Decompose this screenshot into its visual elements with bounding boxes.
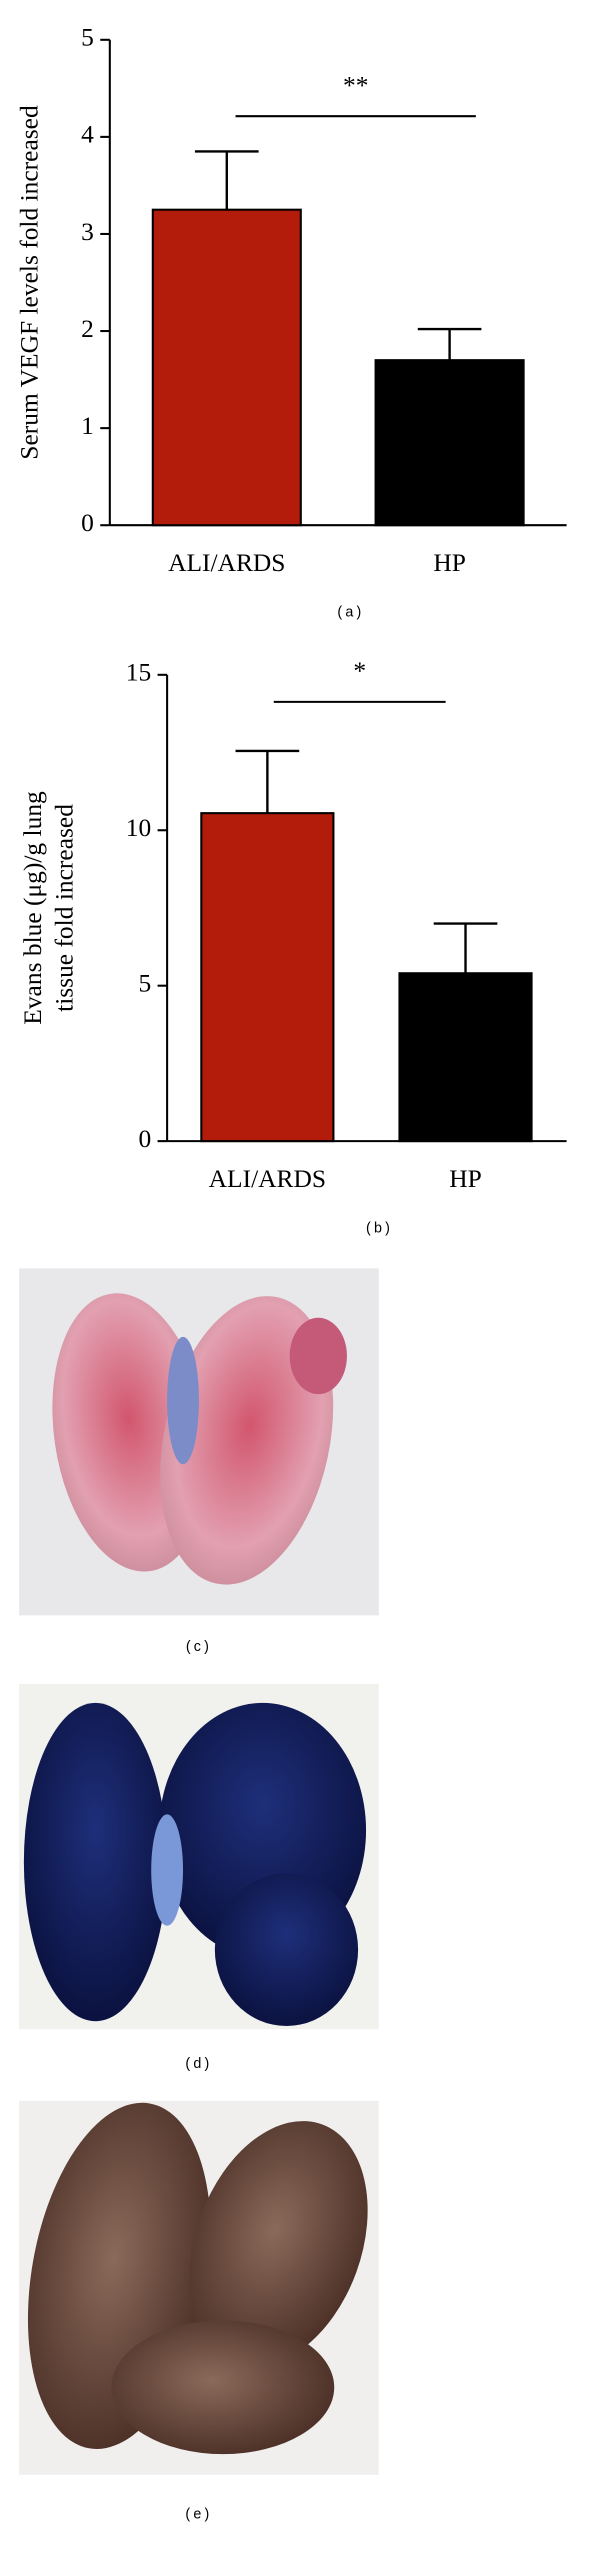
significance-label: ** [343, 70, 368, 99]
panel-caption: (b) [366, 1220, 393, 1236]
panel-caption: (d) [185, 2056, 212, 2072]
y-tick-label: 0 [138, 1124, 151, 1153]
y-tick-label: 15 [126, 658, 151, 687]
photo [19, 1268, 379, 1616]
x-tick-label: ALI/ARDS [168, 548, 285, 577]
y-tick-label: 5 [81, 23, 94, 52]
photo [19, 2100, 379, 2475]
y-tick-label: 0 [81, 508, 94, 537]
y-axis-label: Evans blue (μg)/g lung [18, 791, 47, 1025]
y-tick-label: 4 [81, 120, 94, 149]
bar [398, 972, 533, 1143]
panel-caption: (a) [337, 605, 364, 621]
panel-caption: (e) [185, 2506, 212, 2522]
x-tick-label: HP [449, 1164, 482, 1193]
y-axis-label: Serum VEGF levels fold increased [15, 105, 44, 460]
photo [19, 1683, 379, 2030]
bar [200, 812, 335, 1143]
x-tick-label: HP [433, 548, 466, 577]
y-tick-label: 2 [81, 314, 94, 343]
bar [151, 208, 302, 527]
y-axis-label: tissue fold increased [50, 804, 79, 1012]
panel-caption: (c) [186, 1639, 212, 1655]
y-tick-label: 5 [138, 969, 151, 998]
y-tick-label: 10 [126, 813, 151, 842]
x-tick-label: ALI/ARDS [209, 1164, 326, 1193]
bar [374, 359, 525, 527]
y-tick-label: 1 [81, 411, 94, 440]
significance-label: * [353, 656, 366, 685]
y-tick-label: 3 [81, 217, 94, 246]
